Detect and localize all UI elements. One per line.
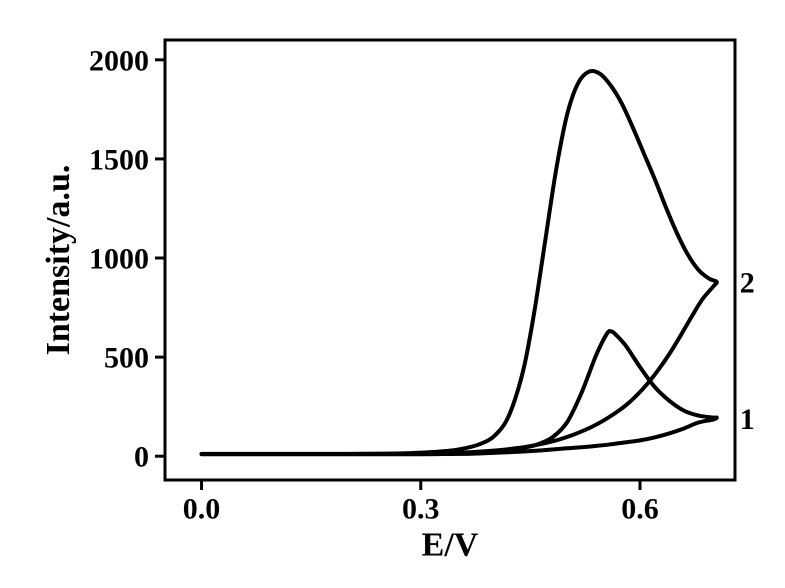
y-tick-label: 1500 [89, 143, 149, 176]
chart-svg: 0.0 0.3 0.6 0 500 1000 1500 2000 1 2 E/V Intens… [0, 0, 785, 588]
y-axis-label: Intensity/a.u. [40, 165, 77, 356]
x-tick-label: 0.0 [183, 493, 221, 526]
x-tick-label: 0.3 [402, 493, 440, 526]
y-tick-label: 2000 [89, 44, 149, 77]
y-tick-label: 500 [104, 342, 149, 375]
x-tick-label: 0.6 [621, 493, 659, 526]
x-axis-label: E/V [422, 527, 479, 564]
curve-2-label: 2 [740, 266, 755, 299]
y-tick-label: 0 [134, 441, 149, 474]
chart-background [0, 0, 785, 588]
curve-1-label: 1 [740, 403, 755, 436]
chart-container: 0.0 0.3 0.6 0 500 1000 1500 2000 1 2 E/V Intens… [0, 0, 785, 588]
y-tick-label: 1000 [89, 243, 149, 276]
